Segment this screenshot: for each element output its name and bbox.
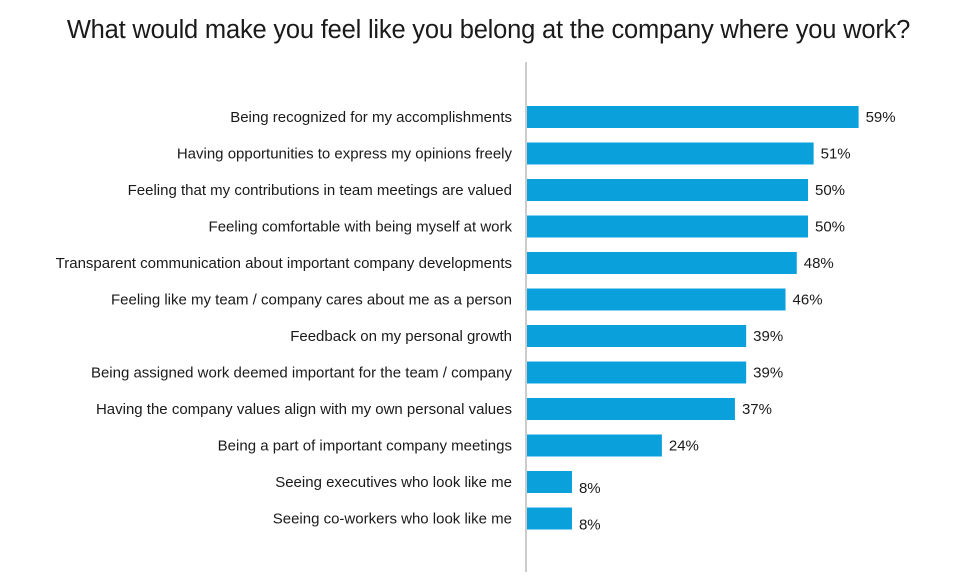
- category-label: Being recognized for my accomplishments: [230, 109, 512, 126]
- bars: [527, 106, 859, 530]
- bar: [527, 325, 747, 347]
- value-label: 24%: [669, 438, 699, 455]
- category-label: Feeling comfortable with being myself at…: [209, 219, 513, 236]
- bar: [527, 434, 662, 457]
- bar: [527, 142, 814, 165]
- value-label: 37%: [742, 401, 772, 418]
- category-label: Seeing executives who look like me: [275, 474, 512, 491]
- bar: [527, 179, 808, 201]
- category-label: Seeing co-workers who look like me: [273, 511, 512, 528]
- bar: [527, 361, 747, 384]
- bar: [527, 252, 797, 274]
- category-labels: Being recognized for my accomplishments H…: [56, 109, 513, 528]
- bar: [527, 288, 786, 311]
- bar: [527, 471, 572, 493]
- value-label: 59%: [866, 109, 896, 126]
- category-label: Having the company values align with my …: [96, 401, 512, 418]
- value-label: 39%: [753, 365, 783, 382]
- category-label: Having opportunities to express my opini…: [177, 146, 513, 163]
- value-label: 8%: [579, 480, 601, 497]
- value-label: 51%: [821, 146, 851, 163]
- bar: [527, 106, 859, 128]
- bar: [527, 215, 808, 238]
- category-label: Feeling that my contributions in team me…: [128, 182, 512, 199]
- value-labels: 59% 51% 50% 50% 48% 46% 39% 39% 37% 24% 8% 8%: [579, 109, 896, 534]
- category-label: Being assigned work deemed important for…: [91, 365, 513, 382]
- category-label: Feedback on my personal growth: [290, 328, 512, 345]
- category-label: Being a part of important company meetin…: [218, 438, 512, 455]
- value-label: 50%: [815, 219, 845, 236]
- bar: [527, 507, 572, 530]
- value-label: 39%: [753, 328, 783, 345]
- category-label: Transparent communication about importan…: [56, 255, 512, 272]
- chart-title: What would make you feel like you belong…: [66, 16, 911, 44]
- value-label: 46%: [793, 292, 823, 309]
- category-label: Feeling like my team / company cares abo…: [111, 292, 512, 309]
- value-label: 8%: [579, 517, 601, 534]
- value-label: 50%: [815, 182, 845, 199]
- bar: [527, 398, 735, 420]
- value-label: 48%: [804, 255, 834, 272]
